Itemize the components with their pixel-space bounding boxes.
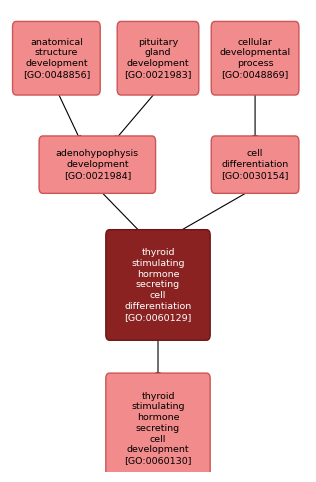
FancyBboxPatch shape: [117, 21, 199, 95]
Text: thyroid
stimulating
hormone
secreting
cell
development
[GO:0060130]: thyroid stimulating hormone secreting ce…: [124, 392, 192, 465]
Text: anatomical
structure
development
[GO:0048856]: anatomical structure development [GO:004…: [23, 38, 90, 79]
FancyBboxPatch shape: [211, 136, 299, 193]
Text: cell
differentiation
[GO:0030154]: cell differentiation [GO:0030154]: [221, 149, 289, 180]
Text: cellular
developmental
process
[GO:0048869]: cellular developmental process [GO:00488…: [220, 38, 291, 79]
FancyBboxPatch shape: [106, 229, 210, 340]
FancyBboxPatch shape: [13, 21, 100, 95]
Text: thyroid
stimulating
hormone
secreting
cell
differentiation
[GO:0060129]: thyroid stimulating hormone secreting ce…: [124, 248, 192, 321]
Text: adenohypophysis
development
[GO:0021984]: adenohypophysis development [GO:0021984]: [56, 149, 139, 180]
FancyBboxPatch shape: [39, 136, 155, 193]
FancyBboxPatch shape: [106, 373, 210, 482]
FancyBboxPatch shape: [211, 21, 299, 95]
Text: pituitary
gland
development
[GO:0021983]: pituitary gland development [GO:0021983]: [124, 38, 192, 79]
